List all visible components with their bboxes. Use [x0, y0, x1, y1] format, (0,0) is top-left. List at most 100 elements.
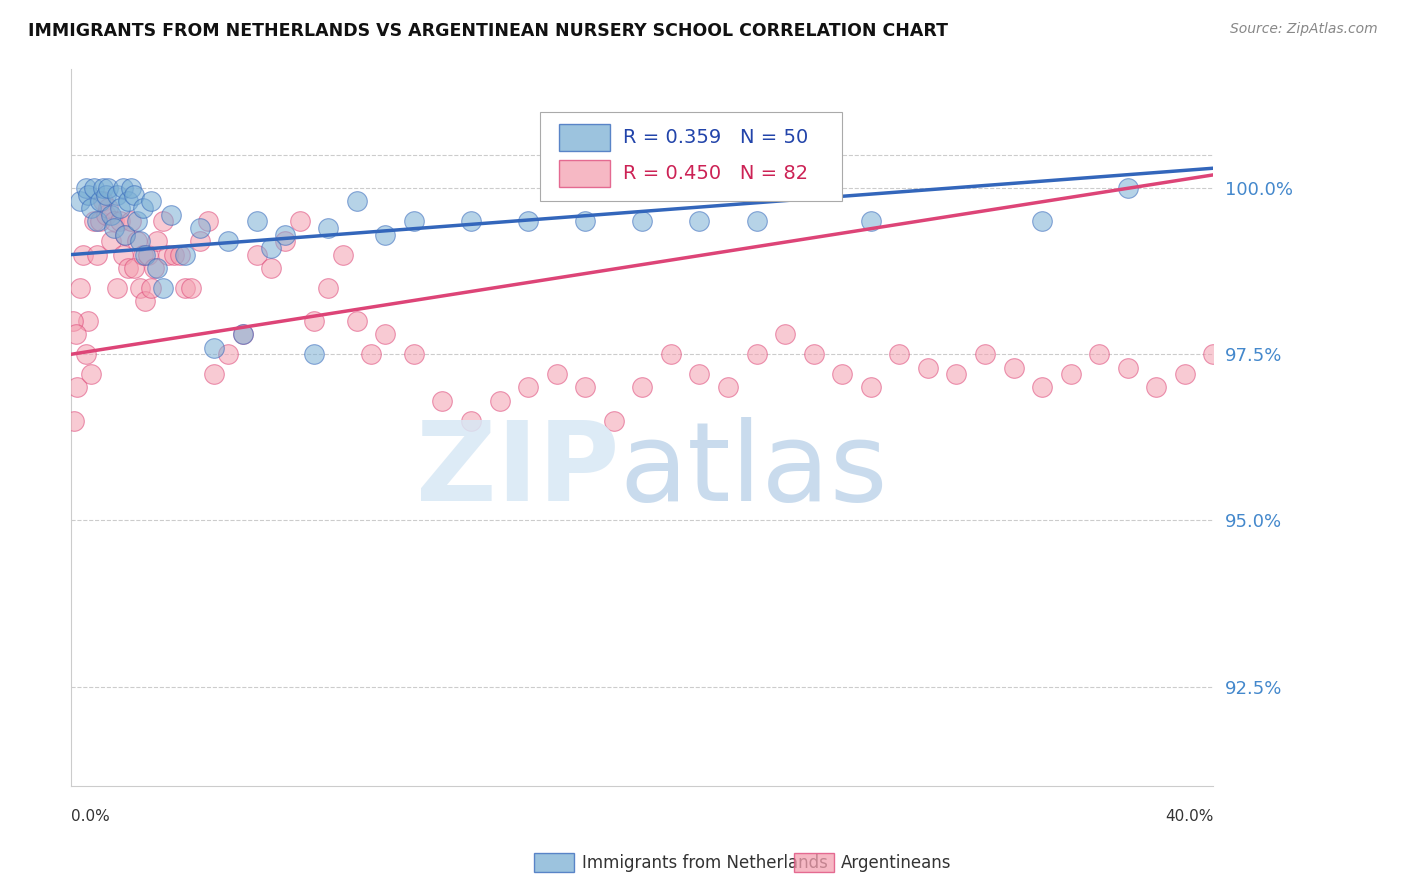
- Point: [122, 260, 145, 275]
- Point: [188, 235, 211, 249]
- Point: [117, 260, 139, 275]
- Point: [174, 247, 197, 261]
- Point: [69, 281, 91, 295]
- Point: [160, 208, 183, 222]
- Point: [232, 327, 254, 342]
- Point: [917, 360, 939, 375]
- Point: [889, 347, 911, 361]
- Point: [374, 227, 396, 242]
- Point: [717, 380, 740, 394]
- Text: atlas: atlas: [620, 417, 889, 524]
- Text: 0.0%: 0.0%: [72, 809, 110, 824]
- Point: [859, 380, 882, 394]
- Point: [66, 380, 89, 394]
- Point: [125, 235, 148, 249]
- Point: [100, 235, 122, 249]
- Point: [945, 368, 967, 382]
- Point: [120, 214, 142, 228]
- Point: [974, 347, 997, 361]
- Point: [100, 208, 122, 222]
- Point: [274, 227, 297, 242]
- Point: [83, 181, 105, 195]
- Point: [202, 368, 225, 382]
- Point: [131, 201, 153, 215]
- Text: R = 0.359   N = 50: R = 0.359 N = 50: [623, 128, 808, 147]
- Point: [141, 281, 163, 295]
- Bar: [560, 160, 610, 187]
- Point: [460, 214, 482, 228]
- Text: Source: ZipAtlas.com: Source: ZipAtlas.com: [1230, 22, 1378, 37]
- Point: [188, 221, 211, 235]
- Text: 40.0%: 40.0%: [1166, 809, 1213, 824]
- Point: [152, 214, 174, 228]
- Point: [1144, 380, 1167, 394]
- Point: [128, 235, 150, 249]
- Point: [117, 194, 139, 209]
- Text: Argentineans: Argentineans: [841, 854, 952, 871]
- Point: [180, 281, 202, 295]
- Point: [146, 235, 169, 249]
- Point: [86, 214, 108, 228]
- Point: [89, 214, 111, 228]
- Point: [103, 214, 125, 228]
- Point: [65, 327, 87, 342]
- Point: [103, 221, 125, 235]
- Point: [659, 347, 682, 361]
- Point: [152, 281, 174, 295]
- Point: [1002, 360, 1025, 375]
- Point: [94, 208, 117, 222]
- Point: [288, 214, 311, 228]
- Point: [63, 414, 86, 428]
- Point: [111, 181, 134, 195]
- Point: [374, 327, 396, 342]
- Text: ZIP: ZIP: [416, 417, 620, 524]
- Point: [202, 341, 225, 355]
- Point: [174, 281, 197, 295]
- Point: [80, 201, 103, 215]
- Point: [75, 347, 97, 361]
- Point: [77, 314, 100, 328]
- Point: [141, 194, 163, 209]
- Point: [157, 247, 180, 261]
- Point: [89, 194, 111, 209]
- Bar: [560, 124, 610, 151]
- Point: [432, 393, 454, 408]
- Point: [1060, 368, 1083, 382]
- Point: [316, 221, 339, 235]
- Point: [1088, 347, 1111, 361]
- Point: [773, 181, 796, 195]
- Point: [217, 347, 239, 361]
- Point: [134, 294, 156, 309]
- Point: [131, 247, 153, 261]
- Point: [688, 214, 710, 228]
- Point: [91, 181, 114, 195]
- Point: [97, 201, 120, 215]
- Point: [546, 368, 568, 382]
- Point: [316, 281, 339, 295]
- Point: [603, 414, 626, 428]
- Point: [122, 187, 145, 202]
- Point: [111, 247, 134, 261]
- Point: [745, 347, 768, 361]
- Text: IMMIGRANTS FROM NETHERLANDS VS ARGENTINEAN NURSERY SCHOOL CORRELATION CHART: IMMIGRANTS FROM NETHERLANDS VS ARGENTINE…: [28, 22, 948, 40]
- Point: [169, 247, 191, 261]
- Point: [163, 247, 186, 261]
- Point: [488, 393, 510, 408]
- Point: [688, 368, 710, 382]
- Point: [274, 235, 297, 249]
- Point: [773, 327, 796, 342]
- Point: [86, 247, 108, 261]
- Point: [631, 214, 654, 228]
- Point: [517, 214, 540, 228]
- Point: [80, 368, 103, 382]
- Point: [460, 414, 482, 428]
- Point: [138, 247, 160, 261]
- Point: [859, 214, 882, 228]
- Point: [302, 347, 325, 361]
- Point: [1174, 368, 1197, 382]
- Point: [745, 214, 768, 228]
- Point: [346, 194, 368, 209]
- Point: [105, 281, 128, 295]
- Point: [1116, 181, 1139, 195]
- Point: [517, 380, 540, 394]
